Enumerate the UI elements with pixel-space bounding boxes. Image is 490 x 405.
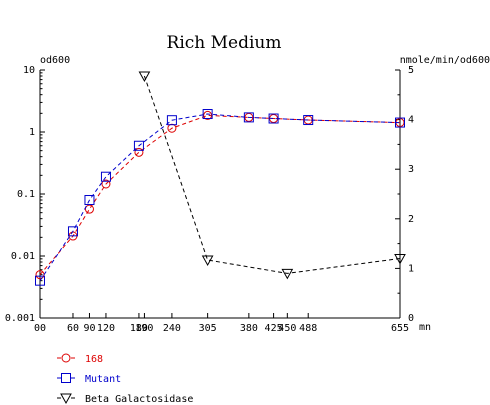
x-axis-tick-label: 240: [163, 323, 181, 334]
left-axis-tick-label: 0.01: [11, 251, 35, 262]
right-axis-tick-label: 5: [408, 65, 414, 76]
data-point: [243, 112, 254, 123]
legend-marker: [61, 353, 71, 363]
legend-item: Beta Galactosidase: [57, 393, 193, 405]
data-point: [84, 204, 94, 214]
x-axis-tick-label: 450: [278, 323, 296, 334]
right-axis-label: nmole/min/od600: [400, 55, 490, 66]
left-axis-tick-label: 0.1: [17, 189, 35, 200]
left-axis-label: od600: [40, 55, 70, 66]
x-axis-tick-label: 380: [240, 323, 258, 334]
x-unit-label: mn: [419, 322, 431, 333]
data-point: [395, 117, 405, 128]
right-axis-tick-label: 1: [408, 263, 414, 274]
data-point: [133, 140, 144, 151]
x-axis-tick-label: 90: [83, 323, 95, 334]
series-mutant: [35, 109, 405, 286]
data-point: [281, 268, 294, 280]
data-point: [303, 115, 314, 126]
x-axis-tick-label: 425: [265, 323, 283, 334]
series-line: [143, 75, 401, 274]
data-point: [35, 275, 45, 286]
legend-label: 168: [85, 354, 103, 365]
series-line: [39, 114, 401, 276]
left-axis-tick-label: 1: [29, 127, 35, 138]
right-axis-tick-label: 0: [408, 313, 414, 324]
legend-marker: [60, 393, 72, 405]
data-point: [101, 179, 111, 189]
data-point: [134, 147, 144, 157]
data-point: [394, 253, 406, 265]
data-point: [166, 115, 177, 126]
data-point: [84, 195, 95, 206]
legend-label: Mutant: [85, 374, 121, 385]
x-axis-tick-label: 655: [391, 323, 409, 334]
data-point: [138, 71, 151, 82]
data-point: [268, 113, 279, 124]
x-axis-tick-label: 488: [299, 323, 317, 334]
legend: 168 Mutant Beta Galactosidase: [57, 353, 193, 405]
data-point: [202, 109, 213, 120]
right-axis-tick-label: 4: [408, 115, 414, 126]
x-axis-tick-label: 180: [130, 323, 148, 334]
legend-label: Beta Galactosidase: [85, 394, 193, 405]
data-point: [201, 255, 214, 266]
series-layer: [35, 71, 406, 286]
series-beta-galactosidase: [138, 71, 406, 280]
legend-marker: [61, 373, 71, 383]
left-axis-tick-label: 0.001: [5, 313, 35, 324]
data-point: [100, 171, 111, 182]
legend-item: 168: [57, 353, 103, 365]
x-axis-tick-label: 305: [199, 323, 217, 334]
left-axis-tick-label: 10: [23, 65, 35, 76]
x-axis-tick-label: 60: [67, 323, 79, 334]
chart-title: Rich Medium: [167, 33, 282, 53]
right-axis-tick-label: 3: [408, 164, 414, 175]
right-axis-tick-label: 2: [408, 214, 414, 225]
x-axis-tick-label: 120: [97, 323, 115, 334]
x-axis-tick-label: 190: [135, 323, 153, 334]
data-point: [67, 226, 78, 237]
legend-item: Mutant: [57, 373, 121, 385]
series-line: [39, 113, 401, 281]
x-axis-tick-label: 00: [34, 323, 46, 334]
